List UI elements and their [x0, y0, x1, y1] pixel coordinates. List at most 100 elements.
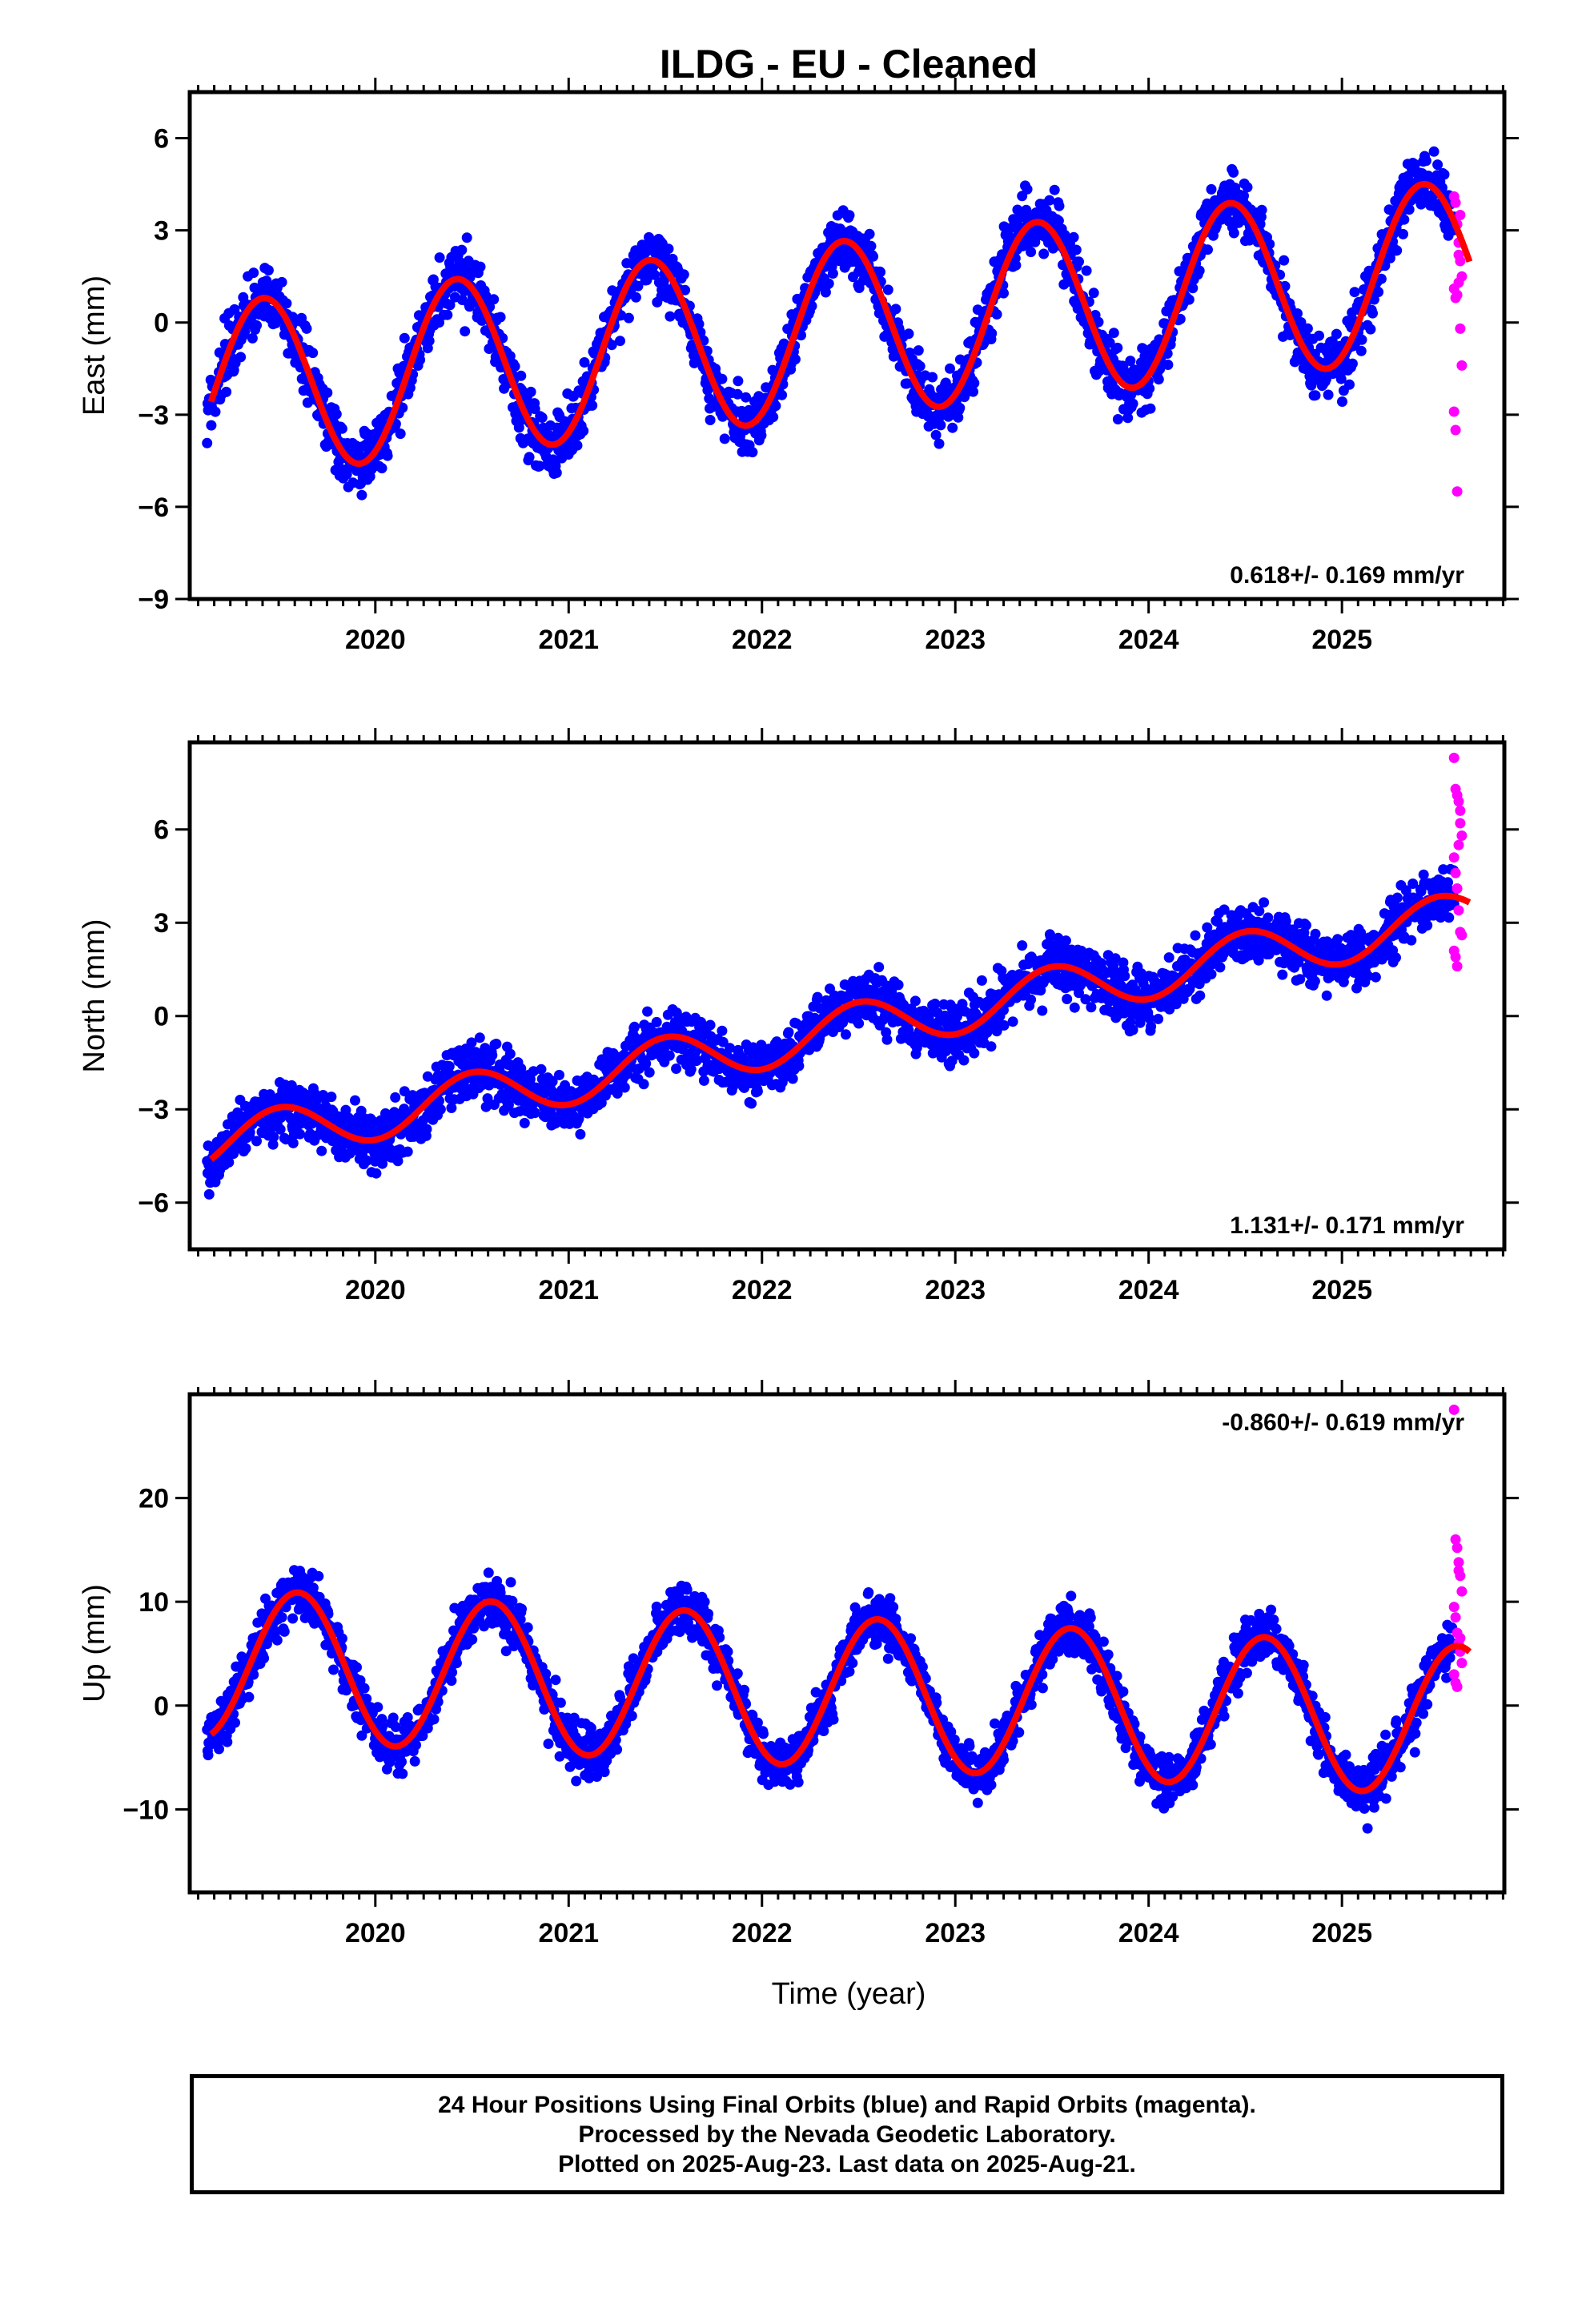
- final-orbit-point: [935, 420, 946, 431]
- y-tick-label: −3: [138, 1095, 169, 1125]
- final-orbit-point: [1162, 360, 1174, 370]
- east-axis-label: East (mm): [78, 275, 111, 416]
- final-orbit-point: [909, 995, 921, 1007]
- final-orbit-point: [1195, 990, 1206, 1001]
- final-orbit-point: [623, 312, 634, 324]
- final-orbit-point: [1292, 308, 1303, 319]
- final-orbit-point: [1420, 155, 1431, 167]
- final-orbit-point: [1314, 330, 1324, 341]
- final-orbit-point: [482, 1093, 493, 1104]
- final-orbit-point: [301, 323, 312, 334]
- final-orbit-point: [382, 450, 393, 461]
- final-orbit-point: [1256, 204, 1267, 215]
- final-orbit-point: [864, 228, 875, 239]
- final-orbit-point: [390, 1092, 401, 1103]
- rapid-orbit-point: [1452, 883, 1463, 894]
- final-orbit-point: [377, 1158, 388, 1169]
- final-orbit-point: [663, 243, 674, 255]
- final-orbit-point: [551, 467, 562, 478]
- final-orbit-point: [976, 975, 987, 986]
- final-orbit-point: [991, 309, 1002, 320]
- final-orbit-point: [461, 232, 472, 243]
- final-orbit-point: [1112, 414, 1123, 424]
- final-orbit-point: [1108, 328, 1119, 339]
- final-orbit-point: [206, 420, 217, 431]
- final-orbit-point: [421, 1124, 432, 1135]
- y-tick-label: 3: [154, 216, 169, 247]
- final-orbit-point: [789, 354, 801, 365]
- final-orbit-point: [295, 1128, 306, 1140]
- final-orbit-point: [698, 1075, 709, 1086]
- final-orbit-point: [267, 1139, 279, 1150]
- final-orbit-point: [893, 979, 904, 991]
- final-orbit-point: [1022, 183, 1033, 195]
- final-orbit-point: [529, 1108, 540, 1119]
- final-orbit-point: [756, 430, 767, 441]
- final-orbit-point: [444, 1061, 455, 1072]
- rapid-orbit-point: [1453, 249, 1464, 260]
- final-orbit-point: [1203, 244, 1213, 255]
- final-orbit-point: [1279, 255, 1290, 266]
- final-orbit-point: [516, 370, 527, 381]
- rapid-orbit-point: [1452, 486, 1463, 497]
- final-orbit-point: [460, 326, 471, 337]
- final-orbit-point: [402, 1146, 413, 1157]
- final-orbit-point: [1356, 334, 1367, 345]
- final-orbit-point: [705, 1019, 716, 1031]
- final-orbit-point: [702, 384, 713, 396]
- final-orbit-point: [934, 438, 945, 449]
- final-orbit-point: [392, 1156, 404, 1167]
- final-orbit-point: [1295, 317, 1307, 328]
- final-orbit-point: [1153, 374, 1164, 385]
- final-orbit-point: [968, 386, 978, 397]
- final-orbit-point: [376, 463, 387, 474]
- final-orbit-point: [733, 376, 744, 387]
- final-orbit-point: [415, 354, 426, 365]
- final-orbit-point: [268, 1132, 279, 1143]
- final-orbit-point: [705, 415, 716, 425]
- final-orbit-point: [1068, 231, 1079, 243]
- final-orbit-point: [914, 360, 926, 372]
- final-orbit-point: [247, 332, 258, 344]
- final-orbit-point: [783, 1027, 794, 1038]
- final-orbit-point: [434, 252, 445, 263]
- final-orbit-point: [1054, 200, 1065, 211]
- final-orbit-point: [1038, 248, 1050, 259]
- final-orbit-point: [1349, 287, 1360, 298]
- final-orbit-point: [630, 292, 641, 303]
- final-orbit-point: [787, 1073, 798, 1084]
- final-orbit-point: [214, 1743, 224, 1755]
- final-orbit-point: [251, 320, 262, 331]
- final-orbit-point: [1347, 358, 1358, 369]
- final-orbit-point: [1153, 1013, 1164, 1024]
- final-orbit-point: [606, 340, 617, 351]
- final-orbit-point: [1093, 316, 1104, 328]
- final-orbit-point: [1228, 167, 1239, 178]
- final-orbit-point: [881, 1034, 893, 1045]
- final-orbit-point: [513, 422, 524, 433]
- final-orbit-point: [221, 386, 232, 397]
- final-orbit-point: [1059, 230, 1070, 240]
- final-orbit-point: [1112, 342, 1123, 353]
- final-orbit-point: [1310, 390, 1321, 401]
- final-orbit-point: [263, 265, 274, 275]
- final-orbit-point: [456, 244, 468, 255]
- final-orbit-point: [1122, 412, 1134, 424]
- x-tick-label: 2023: [925, 1275, 986, 1305]
- final-orbit-point: [488, 294, 500, 305]
- final-orbit-point: [947, 422, 958, 433]
- final-orbit-point: [1228, 227, 1239, 239]
- final-orbit-point: [806, 300, 817, 312]
- final-orbit-point: [717, 373, 728, 384]
- final-orbit-point: [395, 428, 406, 440]
- final-orbit-point: [1162, 348, 1173, 359]
- final-orbit-point: [1026, 247, 1037, 258]
- final-orbit-point: [793, 1060, 805, 1072]
- final-orbit-point: [336, 423, 347, 434]
- rapid-orbit-point: [1450, 951, 1461, 963]
- final-orbit-point: [930, 429, 942, 440]
- rapid-orbit-point: [1453, 277, 1464, 288]
- final-orbit-point: [578, 425, 589, 436]
- final-orbit-point: [1399, 214, 1410, 225]
